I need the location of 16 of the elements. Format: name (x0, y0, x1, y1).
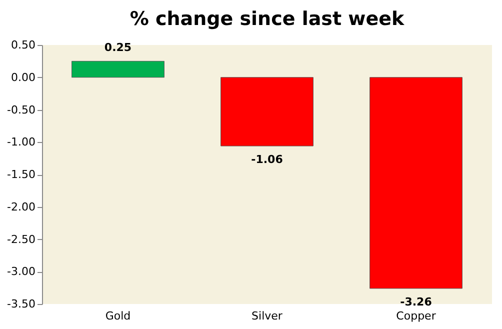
chart-title: % change since last week (130, 8, 405, 30)
y-tick-label: 0.00 (11, 70, 36, 84)
y-tick-label: -2.50 (7, 232, 36, 246)
y-tick-label: -2.00 (7, 200, 36, 214)
x-tick-label: Copper (396, 310, 436, 322)
data-label: -1.06 (251, 153, 284, 166)
y-tick-label: 0.50 (11, 38, 36, 52)
y-tick-label: -3.00 (7, 265, 36, 278)
y-tick-label: -3.50 (7, 298, 36, 310)
x-tick-label: Silver (252, 310, 283, 322)
y-tick-label: -1.00 (7, 136, 36, 149)
y-tick-label: -1.50 (7, 168, 36, 181)
x-tick-label: Gold (105, 310, 131, 322)
data-label: -3.26 (400, 295, 432, 308)
data-label: 0.25 (104, 41, 132, 54)
y-tick-label: -0.50 (7, 103, 36, 116)
